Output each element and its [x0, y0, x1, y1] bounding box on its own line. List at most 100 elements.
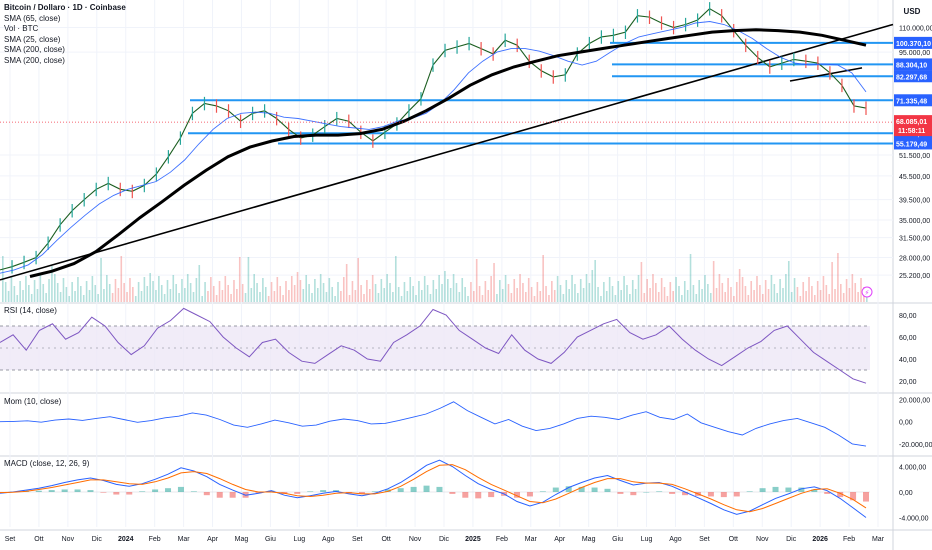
trendline-short: [789, 67, 863, 82]
volume-bar: [519, 274, 521, 302]
lightning-icon[interactable]: ⚡: [861, 286, 873, 298]
volume-bar: [539, 291, 542, 302]
volume-bar: [123, 283, 125, 302]
volume-bar: [787, 261, 790, 302]
volume-bar: [97, 294, 99, 302]
time-axis-tick: 2025: [465, 536, 481, 543]
volume-bar: [759, 285, 761, 302]
volume-bar: [449, 288, 452, 302]
volume-bar: [527, 278, 530, 302]
volume-bar: [30, 294, 33, 302]
time-axis-tick: Giu: [265, 536, 276, 543]
volume-bar: [851, 274, 854, 302]
volume-bar: [620, 290, 622, 302]
volume-bar: [230, 294, 232, 302]
indicator-sma-65[interactable]: SMA (65, close): [4, 13, 61, 23]
volume-bar: [834, 289, 836, 302]
time-axis-tick: Mar: [178, 536, 191, 543]
volume-bar: [614, 295, 617, 302]
volume-bar: [420, 290, 423, 302]
volume-bar: [146, 286, 149, 302]
volume-bar: [409, 277, 412, 302]
level-badge-text: 55.179,49: [896, 141, 927, 148]
indicator-sma-25[interactable]: SMA (25, close): [4, 34, 61, 44]
level-badge-text: 100.370,10: [896, 41, 931, 48]
volume-bar: [605, 291, 608, 302]
time-axis-tick: Dic: [439, 536, 450, 543]
macd-histogram-bar: [113, 492, 120, 495]
volume-bar: [354, 290, 357, 302]
volume-bar: [282, 295, 284, 302]
volume-bar: [256, 283, 258, 302]
volume-bar: [328, 278, 331, 302]
time-axis-tick: 2024: [118, 536, 134, 543]
volume-bar: [16, 295, 19, 302]
macd-histogram-bar: [746, 491, 753, 492]
macd-histogram-bar: [436, 486, 443, 492]
volume-bar: [640, 262, 643, 302]
volume-bar: [233, 280, 235, 302]
volume-bar: [160, 285, 163, 302]
price-axis-tick: 39.500,00: [899, 198, 930, 205]
volume-bar: [244, 293, 247, 302]
macd-histogram-bar: [449, 492, 456, 494]
volume-bar: [707, 284, 709, 302]
volume-bar: [588, 283, 591, 302]
volume-bar: [461, 278, 464, 302]
indicator-volume[interactable]: Vol · BTC: [4, 24, 39, 33]
macd-axis-tick: -4.000,00: [899, 515, 929, 522]
time-axis-tick: Dic: [92, 536, 103, 543]
macd-axis-tick: 4.000,00: [899, 465, 926, 472]
volume-bar: [10, 277, 13, 302]
volume-bar: [721, 283, 724, 302]
macd-histogram-bar: [268, 490, 275, 492]
volume-bar: [423, 276, 426, 302]
indicator-sma-200-b[interactable]: SMA (200, close): [4, 55, 65, 65]
rsi-pane-title[interactable]: RSI (14, close): [4, 306, 57, 315]
time-axis-tick: 2026: [812, 536, 828, 543]
time-axis-tick: Ott: [34, 536, 43, 543]
currency-label[interactable]: USD: [903, 6, 921, 16]
macd-histogram-bar: [358, 492, 365, 494]
volume-bar: [808, 277, 810, 302]
momentum-pane-title[interactable]: Mom (10, close): [4, 397, 62, 406]
volume-bar: [77, 277, 79, 302]
volume-bar: [669, 282, 672, 302]
volume-bar: [568, 289, 570, 302]
volume-bar: [822, 276, 825, 302]
volume-bar: [273, 291, 276, 302]
volume-bar: [59, 292, 62, 302]
volume-bar: [646, 279, 648, 302]
momentum-line: [0, 401, 867, 447]
volume-bar: [163, 294, 166, 302]
price-axis-tick: 51.500,00: [899, 153, 930, 160]
symbol-title[interactable]: Bitcoin / Dollaro · 1D · Coinbase: [4, 3, 126, 12]
volume-bar: [750, 281, 753, 302]
volume-bar: [221, 290, 224, 302]
volume-bar: [692, 285, 695, 302]
time-axis-tick: Lug: [641, 536, 653, 543]
volume-bar: [600, 296, 602, 302]
volume-bar: [799, 296, 802, 302]
time-axis-tick: Apr: [554, 536, 566, 543]
volume-bar: [140, 291, 143, 302]
volume-bar: [175, 284, 177, 302]
macd-histogram-bar: [294, 492, 301, 494]
volume-bar: [276, 277, 279, 302]
indicator-sma-200-a[interactable]: SMA (200, close): [4, 45, 65, 54]
macd-histogram-bar: [320, 490, 327, 492]
volume-bar: [790, 292, 793, 302]
volume-bar: [591, 270, 594, 302]
volume-bar: [114, 279, 117, 302]
volume-bar: [542, 255, 544, 302]
volume-bar: [236, 289, 238, 302]
volume-bar: [860, 278, 862, 302]
volume-bar: [108, 284, 111, 302]
volume-bar: [652, 274, 654, 302]
price-axis-tick: 45.500,00: [899, 174, 930, 181]
macd-pane-title[interactable]: MACD (close, 12, 26, 9): [4, 459, 90, 468]
volume-bar: [484, 281, 487, 302]
volume-bar: [120, 256, 123, 302]
volume-bar: [238, 257, 241, 302]
